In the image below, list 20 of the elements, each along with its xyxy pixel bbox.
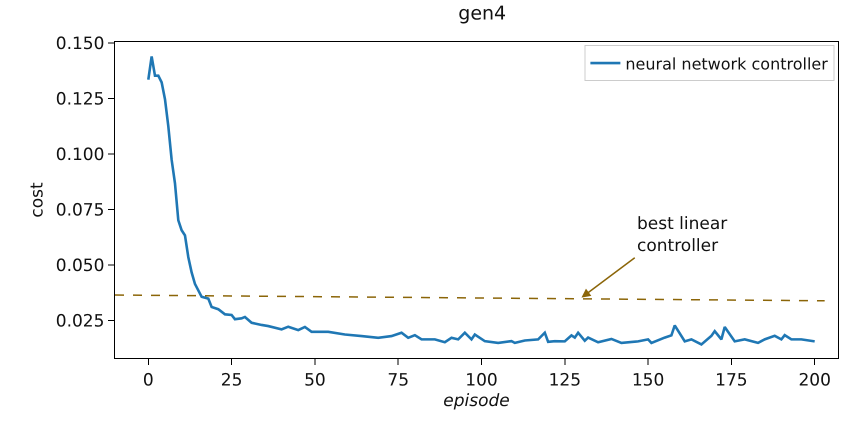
y-axis-title: cost <box>27 182 48 218</box>
x-tick-label: 50 <box>304 370 326 391</box>
y-tick-label: 0.150 <box>56 34 104 54</box>
x-tick-label: 100 <box>465 370 498 391</box>
x-axis-title: episode <box>443 390 510 411</box>
x-tick-label: 0 <box>142 370 154 391</box>
annotation: best linear controller <box>637 214 728 256</box>
y-tick-label: 0.125 <box>56 90 104 110</box>
x-tick-label: 175 <box>715 370 748 391</box>
x-tick-label: 150 <box>632 370 664 391</box>
y-tick-label: 0.075 <box>56 200 104 220</box>
x-tick-label: 25 <box>220 370 242 391</box>
y-tick-label: 0.025 <box>56 311 104 332</box>
y-tick-label: 0.100 <box>56 144 104 165</box>
y-tick-label: 0.050 <box>56 256 104 276</box>
chart-title: gen4 <box>458 2 506 25</box>
legend-label: neural network controller <box>625 54 828 74</box>
x-tick-label: 125 <box>548 370 582 391</box>
x-tick-label: 200 <box>798 370 831 391</box>
x-tick-label: 75 <box>387 370 410 391</box>
